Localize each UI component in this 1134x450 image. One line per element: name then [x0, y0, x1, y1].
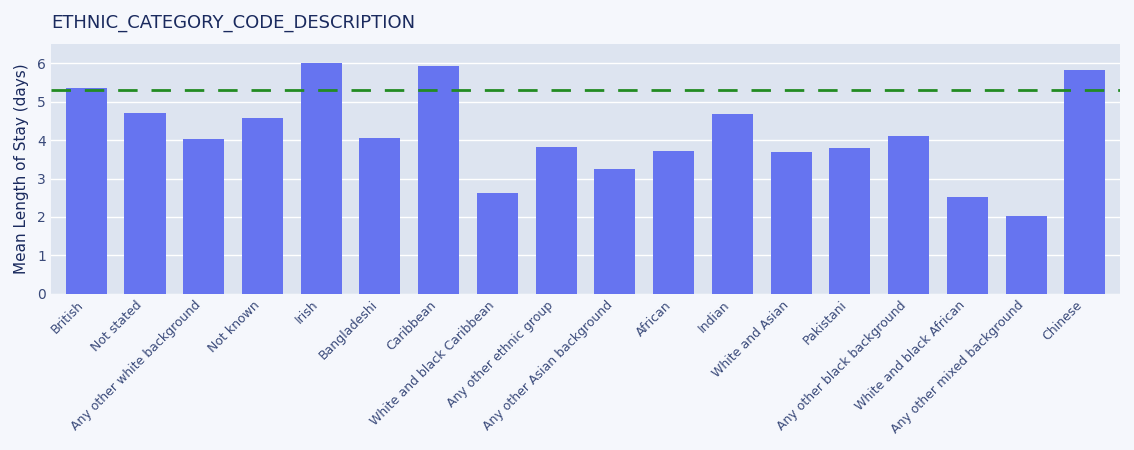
Y-axis label: Mean Length of Stay (days): Mean Length of Stay (days): [14, 64, 28, 274]
Bar: [771, 152, 812, 294]
Bar: [418, 66, 459, 294]
Bar: [183, 140, 225, 294]
Bar: [535, 147, 577, 294]
Bar: [947, 197, 988, 294]
Bar: [125, 112, 166, 294]
Bar: [1006, 216, 1047, 294]
Bar: [66, 88, 107, 294]
Bar: [653, 151, 694, 294]
Bar: [477, 193, 518, 294]
Text: ETHNIC_CATEGORY_CODE_DESCRIPTION: ETHNIC_CATEGORY_CODE_DESCRIPTION: [51, 14, 415, 32]
Bar: [301, 63, 341, 294]
Bar: [1065, 70, 1106, 294]
Bar: [712, 114, 753, 294]
Bar: [829, 148, 871, 294]
Bar: [594, 169, 635, 294]
Bar: [359, 138, 400, 294]
Bar: [242, 118, 284, 294]
Bar: [888, 136, 929, 294]
